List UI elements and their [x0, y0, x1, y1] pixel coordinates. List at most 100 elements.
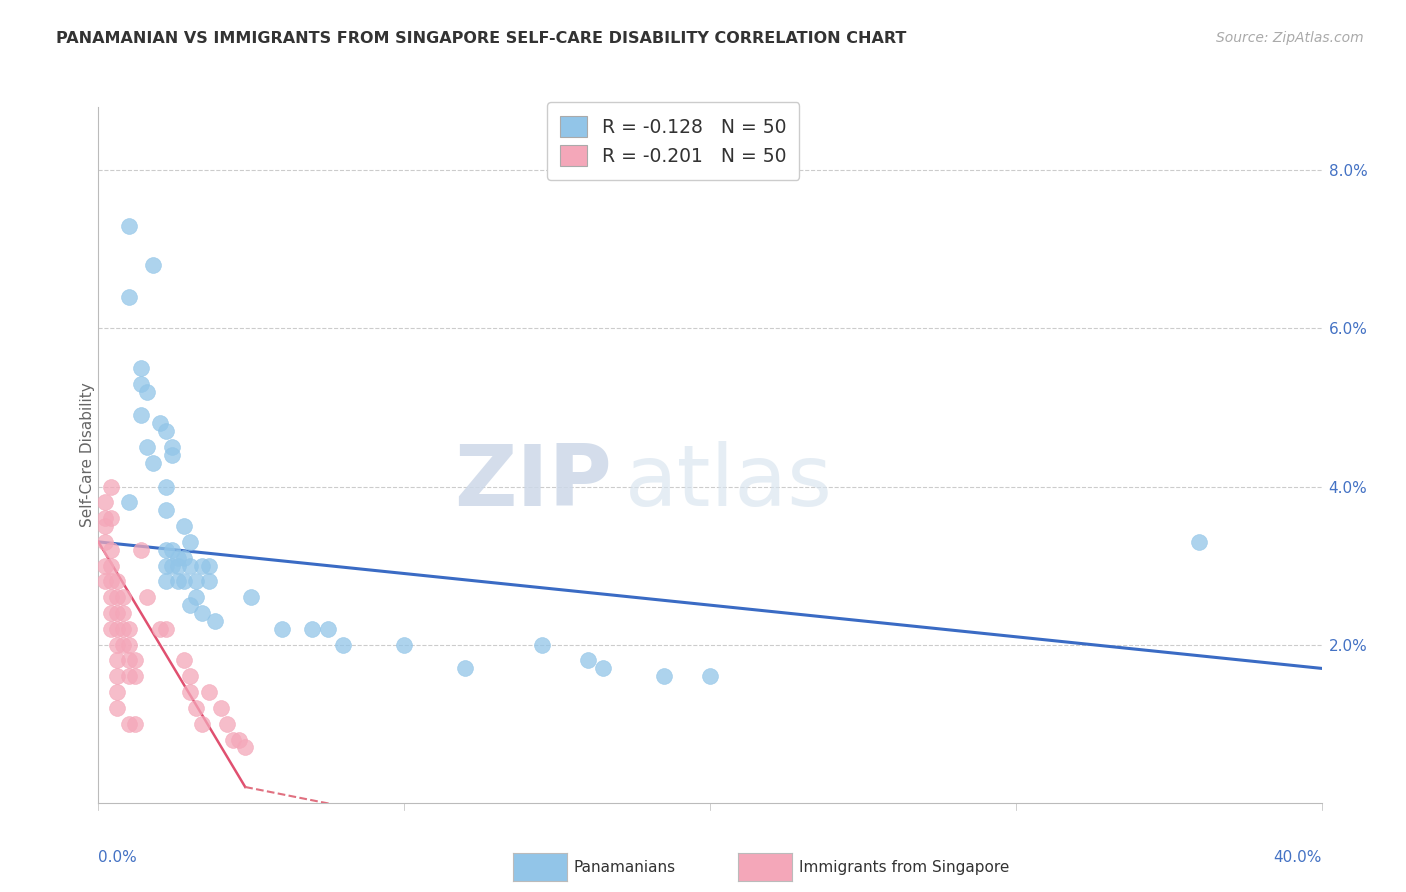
- Point: [301, 622, 323, 636]
- Point: [129, 360, 152, 375]
- Point: [142, 456, 165, 470]
- Point: [155, 424, 177, 438]
- Point: [316, 622, 339, 636]
- Point: [155, 574, 177, 589]
- Point: [454, 661, 477, 675]
- Point: [149, 622, 172, 636]
- Point: [111, 591, 134, 605]
- Point: [204, 614, 226, 628]
- Point: [129, 542, 152, 557]
- Point: [228, 732, 250, 747]
- Point: [105, 653, 128, 667]
- Point: [167, 558, 190, 573]
- Point: [93, 519, 115, 533]
- Point: [576, 653, 599, 667]
- Point: [105, 622, 128, 636]
- Point: [332, 638, 354, 652]
- Text: ZIP: ZIP: [454, 442, 612, 524]
- Point: [100, 622, 122, 636]
- Point: [160, 448, 183, 462]
- Point: [215, 716, 238, 731]
- Point: [160, 558, 183, 573]
- Point: [136, 591, 159, 605]
- Point: [186, 701, 208, 715]
- Point: [191, 606, 214, 620]
- Point: [1188, 534, 1211, 549]
- Point: [100, 591, 122, 605]
- Point: [124, 716, 146, 731]
- Point: [100, 558, 122, 573]
- Point: [124, 653, 146, 667]
- Point: [105, 591, 128, 605]
- Point: [118, 716, 141, 731]
- Point: [105, 701, 128, 715]
- Point: [111, 638, 134, 652]
- Point: [652, 669, 675, 683]
- Point: [155, 542, 177, 557]
- Text: Panamanians: Panamanians: [574, 860, 676, 874]
- Point: [173, 574, 195, 589]
- Point: [392, 638, 416, 652]
- Point: [105, 669, 128, 683]
- Point: [155, 479, 177, 493]
- Text: PANAMANIAN VS IMMIGRANTS FROM SINGAPORE SELF-CARE DISABILITY CORRELATION CHART: PANAMANIAN VS IMMIGRANTS FROM SINGAPORE …: [56, 31, 907, 46]
- Point: [105, 574, 128, 589]
- Point: [100, 479, 122, 493]
- Point: [118, 622, 141, 636]
- Point: [155, 503, 177, 517]
- Point: [93, 574, 115, 589]
- Point: [155, 558, 177, 573]
- Point: [136, 384, 159, 399]
- Point: [100, 574, 122, 589]
- Point: [160, 440, 183, 454]
- Point: [167, 574, 190, 589]
- Point: [530, 638, 553, 652]
- Point: [209, 701, 232, 715]
- Point: [191, 558, 214, 573]
- Point: [149, 417, 172, 431]
- Point: [186, 574, 208, 589]
- Point: [197, 558, 219, 573]
- Text: atlas: atlas: [624, 442, 832, 524]
- Point: [233, 740, 256, 755]
- Point: [100, 511, 122, 525]
- Point: [167, 550, 190, 565]
- Point: [93, 495, 115, 509]
- Point: [222, 732, 245, 747]
- Point: [105, 606, 128, 620]
- Point: [160, 542, 183, 557]
- Point: [179, 669, 201, 683]
- Point: [173, 519, 195, 533]
- Point: [100, 606, 122, 620]
- Point: [186, 591, 208, 605]
- Legend: R = -0.128   N = 50, R = -0.201   N = 50: R = -0.128 N = 50, R = -0.201 N = 50: [547, 103, 800, 179]
- Point: [129, 376, 152, 391]
- Point: [118, 495, 141, 509]
- Text: 40.0%: 40.0%: [1274, 850, 1322, 865]
- Point: [699, 669, 721, 683]
- Point: [118, 290, 141, 304]
- Point: [179, 534, 201, 549]
- Point: [173, 653, 195, 667]
- Text: Immigrants from Singapore: Immigrants from Singapore: [799, 860, 1010, 874]
- Point: [240, 591, 263, 605]
- Point: [179, 558, 201, 573]
- Text: 0.0%: 0.0%: [98, 850, 138, 865]
- Point: [136, 440, 159, 454]
- Text: Source: ZipAtlas.com: Source: ZipAtlas.com: [1216, 31, 1364, 45]
- Point: [129, 409, 152, 423]
- Point: [270, 622, 292, 636]
- Point: [191, 716, 214, 731]
- Point: [100, 542, 122, 557]
- Point: [179, 685, 201, 699]
- Point: [197, 685, 219, 699]
- Point: [118, 653, 141, 667]
- Point: [111, 606, 134, 620]
- Point: [155, 622, 177, 636]
- Point: [105, 685, 128, 699]
- Point: [124, 669, 146, 683]
- Point: [142, 258, 165, 272]
- Point: [93, 511, 115, 525]
- Point: [197, 574, 219, 589]
- Point: [118, 638, 141, 652]
